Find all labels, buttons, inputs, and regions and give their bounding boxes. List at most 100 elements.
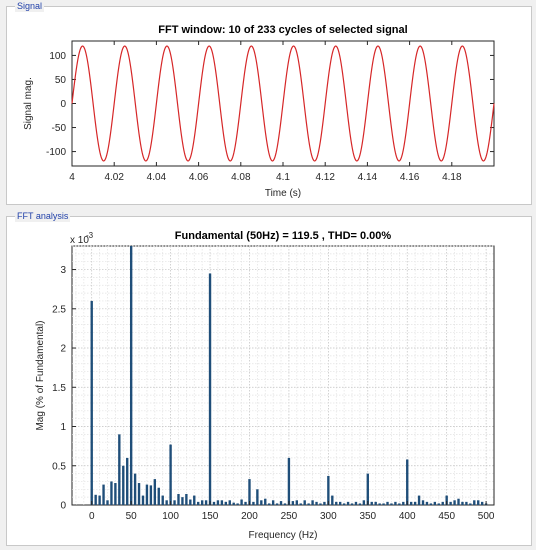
fft-bar [94, 494, 97, 505]
fft-bar [303, 500, 306, 505]
fft-x-tick-label: 400 [399, 511, 416, 522]
fft-bar [417, 495, 421, 505]
fft-bar [102, 484, 105, 505]
fft-bar [177, 494, 180, 505]
fft-bar [157, 487, 160, 505]
fft-bar [335, 501, 338, 505]
fft-bar [342, 503, 346, 505]
fft-bar [339, 501, 342, 505]
fft-bar [208, 273, 212, 505]
fft-bar [260, 500, 263, 505]
signal-x-tick-label: 4.14 [358, 172, 378, 183]
fft-bar [366, 473, 369, 505]
fft-bar [429, 503, 433, 505]
fft-bar [106, 500, 109, 505]
fft-bar [141, 495, 145, 505]
fft-bar [327, 475, 330, 505]
fft-bar [374, 501, 377, 505]
fft-y-tick-label: 2 [60, 344, 66, 355]
signal-chart: FFT window: 10 of 233 cycles of selected… [23, 24, 495, 199]
fft-bar [232, 502, 235, 505]
fft-bar [358, 503, 362, 505]
fft-bar [319, 503, 322, 505]
signal-ticks: 4 4.02 4.04 4.06 4.08 4.1 4.12 4.14 4.16 4.18 100 5… [46, 41, 494, 183]
fft-x-tick-label: 50 [126, 511, 138, 522]
fft-bar [398, 503, 401, 505]
fft-bar [271, 500, 275, 505]
fft-bar [287, 457, 291, 505]
fft-bar [181, 497, 184, 505]
fft-bar [173, 500, 176, 505]
fft-bar [433, 501, 437, 505]
fft-bar [145, 484, 149, 505]
signal-x-tick-label: 4.06 [189, 172, 209, 183]
fft-bar [279, 501, 283, 505]
fft-bar [386, 501, 389, 505]
signal-x-tick-label: 4 [69, 172, 75, 183]
fft-bar [413, 501, 417, 505]
fft-x-tick-label: 250 [281, 511, 298, 522]
fft-bar [378, 503, 381, 505]
fft-bar [236, 503, 239, 505]
fft-bar [307, 503, 310, 505]
fft-bar [461, 501, 464, 505]
fft-bar [323, 501, 326, 505]
fft-bar [425, 501, 429, 505]
signal-panel-title: Signal [15, 0, 45, 12]
fft-bar [244, 501, 247, 505]
signal-y-axis-label: Signal mag. [23, 77, 34, 130]
fft-y-tick-label: 1 [60, 422, 66, 433]
signal-y-tick-label: 50 [55, 75, 67, 86]
fft-bar [240, 499, 243, 505]
fft-bar [453, 500, 456, 505]
fft-bar [193, 495, 196, 505]
fft-bar [248, 479, 251, 505]
fft-bar [161, 495, 164, 505]
fft-bar [133, 473, 137, 505]
fft-x-axis-label: Frequency (Hz) [249, 530, 318, 541]
fft-bar [350, 503, 354, 505]
fft-bar [212, 501, 216, 505]
fft-bar [264, 498, 267, 505]
signal-x-tick-label: 4.12 [315, 172, 335, 183]
signal-y-tick-label: -50 [52, 123, 67, 134]
fft-bar [409, 501, 413, 505]
signal-x-axis-label: Time (s) [265, 188, 301, 199]
fft-bar [118, 434, 121, 505]
fft-x-tick-label: 0 [89, 511, 95, 522]
fft-bar [437, 503, 440, 505]
signal-x-tick-label: 4.16 [400, 172, 420, 183]
fft-chart-title: Fundamental (50Hz) = 119.5 , THD= 0.00% [175, 230, 392, 242]
fft-bar [165, 500, 168, 505]
signal-series-line [71, 45, 495, 162]
fft-y-exponent-power: -3 [86, 231, 94, 240]
fft-bar [204, 500, 208, 505]
fft-bar [394, 501, 397, 505]
fft-panel: FFT analysis 0 50 100 150 200 250 300 350 400 450… [6, 210, 532, 546]
signal-x-tick-label: 4.1 [276, 172, 290, 183]
fft-bar [169, 444, 172, 505]
fft-y-tick-label: 0.5 [52, 461, 66, 472]
fft-bar [311, 500, 314, 505]
fft-bar [224, 501, 227, 505]
fft-bar [126, 457, 129, 505]
fft-bar [346, 501, 350, 505]
fft-bar [441, 501, 444, 505]
fft-bar [480, 501, 484, 505]
fft-bar [465, 501, 468, 505]
fft-bar [295, 500, 298, 505]
fft-bar [354, 501, 358, 505]
fft-chart: 0 50 100 150 200 250 300 350 400 450 500 0 0.5 1 1.5 2 2… [35, 230, 495, 541]
fft-bar [299, 503, 302, 505]
fft-panel-title: FFT analysis [15, 210, 71, 222]
fft-bar [110, 481, 113, 505]
fft-bar [220, 500, 224, 505]
fft-bar [291, 501, 295, 505]
fft-y-exponent-base: x 10 [70, 235, 89, 246]
fft-bar [189, 499, 192, 505]
fft-y-axis-label: Mag (% of Fundamental) [35, 320, 46, 430]
fft-x-tick-label: 450 [438, 511, 455, 522]
fft-bar [137, 483, 141, 505]
fft-bar [421, 500, 425, 505]
fft-bar [445, 495, 448, 505]
